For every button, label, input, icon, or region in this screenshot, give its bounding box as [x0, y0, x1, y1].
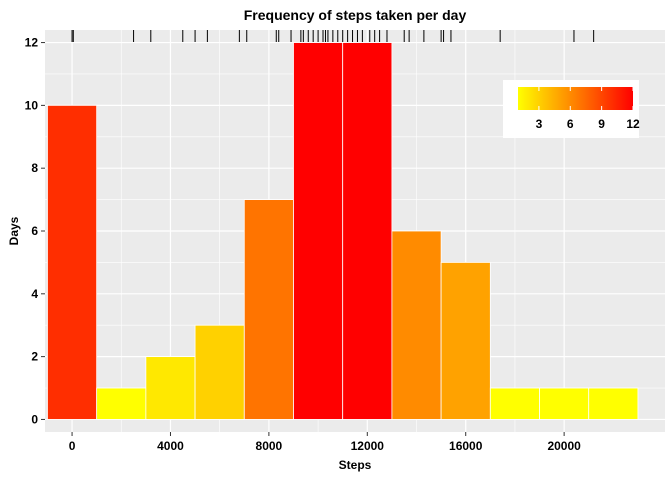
- histogram-bar: [194, 324, 245, 420]
- histogram-bar: [293, 42, 344, 420]
- legend-color-bar: [518, 87, 633, 110]
- histogram-bar: [440, 262, 491, 420]
- x-tick-label: 16000: [449, 439, 483, 453]
- x-tick-label: 20000: [547, 439, 581, 453]
- x-axis-title: Steps: [339, 458, 372, 472]
- histogram-bar: [145, 356, 196, 420]
- histogram-bar: [489, 387, 540, 420]
- legend-tick-label: 9: [598, 117, 605, 131]
- histogram-bar: [588, 387, 639, 420]
- y-tick-label: 8: [31, 161, 38, 175]
- x-tick-label: 8000: [256, 439, 283, 453]
- histogram-bar: [539, 387, 590, 420]
- x-tick-label: 4000: [157, 439, 184, 453]
- y-tick-label: 0: [31, 412, 38, 426]
- y-tick-label: 6: [31, 224, 38, 238]
- y-axis-title: Days: [7, 216, 21, 245]
- histogram-bar: [47, 104, 98, 420]
- histogram-bar: [96, 387, 147, 420]
- legend-tick-label: 12: [626, 117, 640, 131]
- x-tick-label: 12000: [351, 439, 385, 453]
- color-legend: 3 6 9 12: [503, 80, 640, 138]
- x-tick-label: 0: [69, 439, 76, 453]
- histogram-bars: [47, 42, 639, 420]
- legend-tick-label: 3: [536, 117, 543, 131]
- rug-marks: [71, 30, 595, 42]
- y-axis: 0 2 4 6 8 10 12: [25, 36, 45, 426]
- y-tick-label: 12: [25, 36, 39, 50]
- x-axis: 0 4000 8000 12000 16000 20000: [69, 432, 581, 453]
- legend-tick-label: 6: [567, 117, 574, 131]
- histogram-bar: [342, 42, 393, 420]
- histogram-bar: [243, 199, 294, 420]
- legend-ticks: 3 6 9 12: [536, 87, 640, 131]
- y-tick-label: 2: [31, 350, 38, 364]
- histogram-bar: [391, 230, 442, 420]
- y-tick-label: 10: [25, 98, 39, 112]
- y-tick-label: 4: [31, 287, 38, 301]
- chart-title: Frequency of steps taken per day: [244, 7, 467, 23]
